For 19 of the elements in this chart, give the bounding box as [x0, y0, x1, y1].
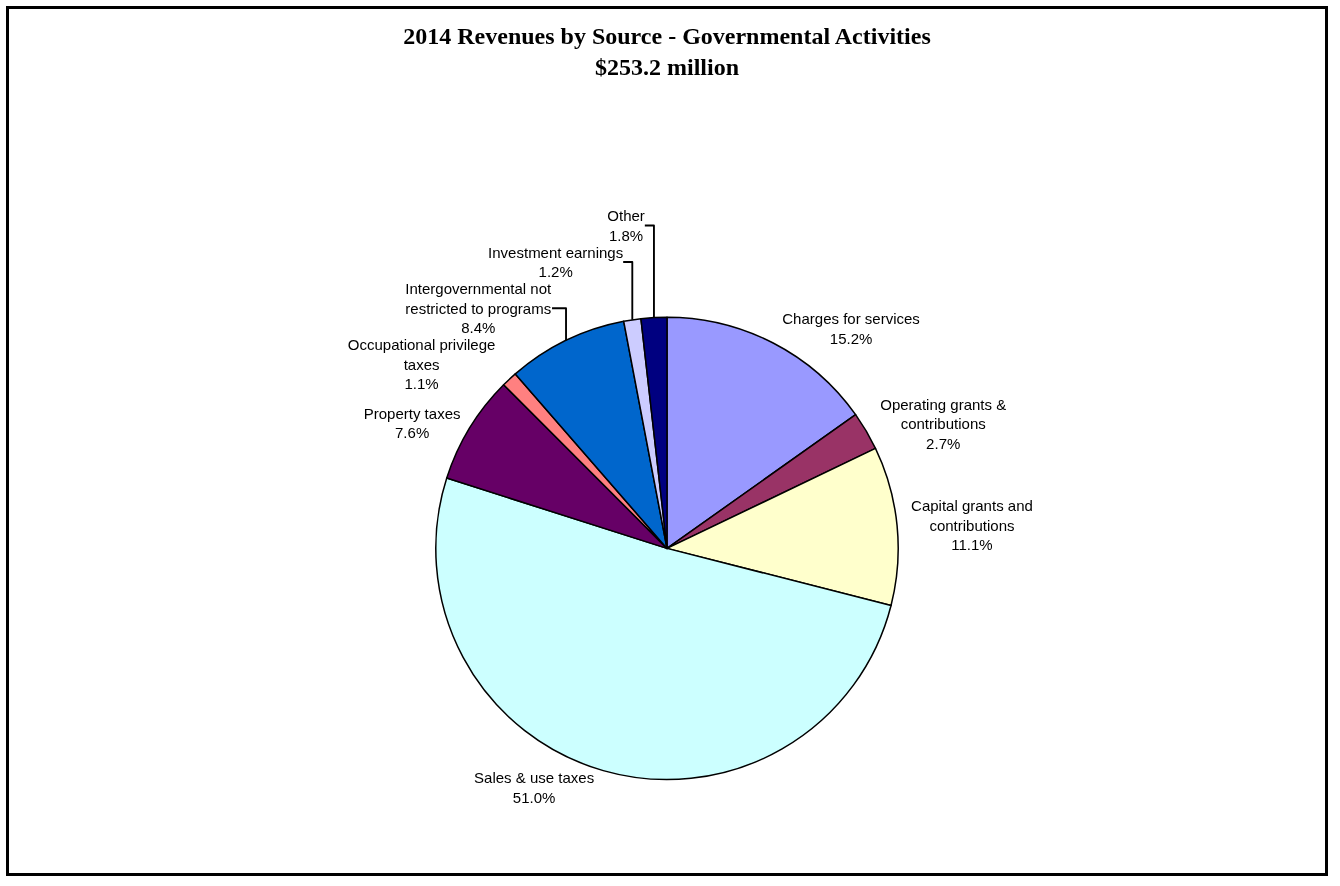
slice-label: Intergovernmental not restricted to programs [405, 280, 553, 317]
slice-label: Investment earnings [488, 243, 624, 261]
data-label: 1.8% [608, 226, 644, 244]
chart-title: 2014 Revenues by Source - Governmental Activities $253.2 million [403, 22, 931, 80]
slice-label: Operating grants & contributions [880, 395, 1007, 433]
slice-label: Property taxes [363, 404, 461, 422]
data-label: 51.0% [512, 788, 556, 806]
slice-label: Occupational privilege taxes [347, 336, 496, 373]
data-label: 1.2% [538, 263, 573, 281]
data-label: 7.6% [395, 424, 430, 442]
data-label: 1.1% [404, 375, 439, 393]
slice-label: Charges for services [782, 310, 920, 328]
data-label: 8.4% [461, 319, 496, 337]
slice-label: Other [607, 207, 645, 225]
slice-label: Capital grants and contributions [911, 497, 1033, 534]
data-label: 15.2% [829, 329, 873, 347]
data-label: 11.1% [951, 536, 993, 554]
data-label: 2.7% [926, 434, 961, 452]
slice-label: Sales & use taxes [474, 769, 595, 787]
